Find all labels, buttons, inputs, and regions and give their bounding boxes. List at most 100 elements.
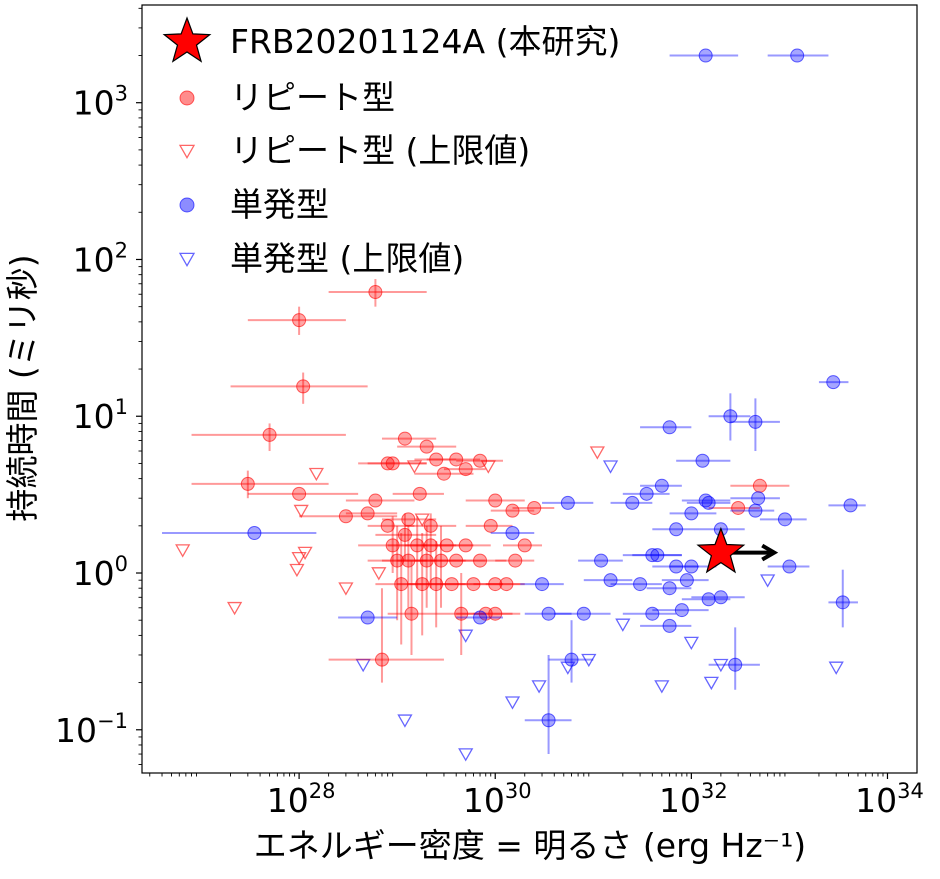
repeater-marker <box>404 606 419 621</box>
repeater-marker <box>419 439 434 454</box>
legend-label: 単発型 (上限値) <box>230 239 464 278</box>
legend-triangle-icon <box>178 144 196 159</box>
repeater-point <box>367 525 427 621</box>
y-tick-label: 100 <box>73 552 128 593</box>
repeater-marker <box>488 493 503 508</box>
nonrepeater-point <box>818 375 849 390</box>
nonrepeater-point <box>583 573 633 588</box>
nonrepeater-marker <box>645 606 660 621</box>
repeater-point <box>345 493 415 508</box>
legend-label: リピート型 <box>230 78 395 117</box>
nonrepeater-marker <box>654 478 669 493</box>
repeater-marker <box>292 486 307 501</box>
repeater-marker <box>292 313 307 328</box>
repeater-marker <box>434 553 449 568</box>
nonrepeater-point <box>652 522 700 537</box>
y-tick-label: 103 <box>73 82 128 123</box>
repeater-marker <box>415 577 430 592</box>
repeater-point <box>328 588 444 683</box>
repeater-point <box>397 439 457 454</box>
nonrepeater-point <box>691 590 745 605</box>
nonrepeater-marker <box>247 525 262 540</box>
repeater-point <box>345 506 398 521</box>
repeater-marker <box>394 577 409 592</box>
nonrepeater-marker <box>684 506 699 521</box>
nonrepeater-point <box>767 559 810 574</box>
nonrepeater-marker <box>751 491 766 506</box>
repeater-point <box>426 452 481 467</box>
repeater-marker <box>385 538 400 553</box>
repeater-point <box>191 423 346 452</box>
nonrepeater-marker <box>594 553 609 568</box>
repeater-marker <box>449 553 464 568</box>
repeater-marker <box>488 577 503 592</box>
nonrepeater-point <box>610 577 662 592</box>
repeater-marker <box>419 553 434 568</box>
legend-star-icon <box>162 16 212 63</box>
repeater-upper-limit-marker <box>589 446 605 460</box>
repeater-point <box>414 466 474 481</box>
repeater-point <box>465 518 513 533</box>
nonrepeater-marker <box>748 503 763 518</box>
legend-label: リピート型 (上限値) <box>230 131 530 170</box>
repeater-point <box>404 513 457 589</box>
x-tick-label: 1030 <box>463 779 532 820</box>
nonrepeater-marker <box>662 420 677 435</box>
repeater-marker <box>483 518 498 533</box>
repeater-point <box>397 532 444 636</box>
y-axis-title: 持続時間 (ミリ秒) <box>3 254 42 521</box>
repeater-marker <box>731 500 746 515</box>
nonrepeater-point <box>640 420 692 435</box>
x-axis-title: エネルギー密度 = 明るさ (erg Hz⁻¹) <box>254 826 806 865</box>
repeater-point <box>730 478 790 493</box>
nonrepeater-upper-limit-marker <box>504 696 521 710</box>
nonrepeater-point <box>578 553 623 568</box>
nonrepeater-point <box>632 548 682 563</box>
repeater-marker <box>444 577 459 592</box>
repeater-marker <box>429 452 444 467</box>
repeater-point <box>367 456 427 471</box>
legend-entry: リピート型 (上限値) <box>178 131 530 170</box>
repeater-point <box>485 577 525 592</box>
nonrepeater-marker <box>674 603 689 618</box>
nonrepeater-marker <box>505 525 520 540</box>
nonrepeater-marker <box>541 713 556 728</box>
legend-entry: 単発型 (上限値) <box>178 239 464 278</box>
nonrepeater-point <box>542 495 594 510</box>
nonrepeater-marker <box>777 512 792 527</box>
x-tick-label: 1032 <box>659 779 728 820</box>
nonrepeater-upper-limit-marker <box>397 714 413 728</box>
legend-entry: FRB20201124A (本研究) <box>162 16 620 63</box>
repeater-marker <box>360 506 375 521</box>
this-work-star-marker <box>696 526 746 574</box>
repeater-point <box>708 500 760 515</box>
nonrepeater-point <box>669 48 739 63</box>
nonrepeater-marker <box>645 548 660 563</box>
repeater-marker <box>390 553 405 568</box>
nonrepeater-marker <box>698 48 713 63</box>
nonrepeater-marker <box>713 590 728 605</box>
repeater-point <box>358 456 427 471</box>
nonrepeater-point <box>524 606 572 621</box>
nonrepeater-point <box>338 610 398 625</box>
nonrepeater-marker <box>835 595 850 610</box>
legend-triangle-icon <box>178 252 196 267</box>
nonrepeater-point <box>640 478 682 493</box>
repeater-point <box>247 306 346 335</box>
repeater-point <box>473 606 521 621</box>
repeater-upper-limit-marker <box>480 460 496 474</box>
nonrepeater-point <box>554 606 611 621</box>
repeater-point <box>397 525 457 608</box>
nonrepeater-marker <box>662 618 677 633</box>
nonrepeater-upper-limit-marker <box>683 636 699 651</box>
nonrepeater-marker <box>650 548 665 563</box>
nonrepeater-marker <box>564 652 579 667</box>
legend-entry: リピート型 <box>179 78 395 117</box>
repeater-point <box>191 470 329 499</box>
nonrepeater-upper-limit-marker <box>654 680 670 694</box>
nonrepeater-point <box>652 559 700 574</box>
repeater-point <box>414 525 466 608</box>
nonrepeater-upper-limit-marker <box>531 680 547 694</box>
repeater-point <box>456 553 507 568</box>
nonrepeater-marker <box>843 498 858 513</box>
